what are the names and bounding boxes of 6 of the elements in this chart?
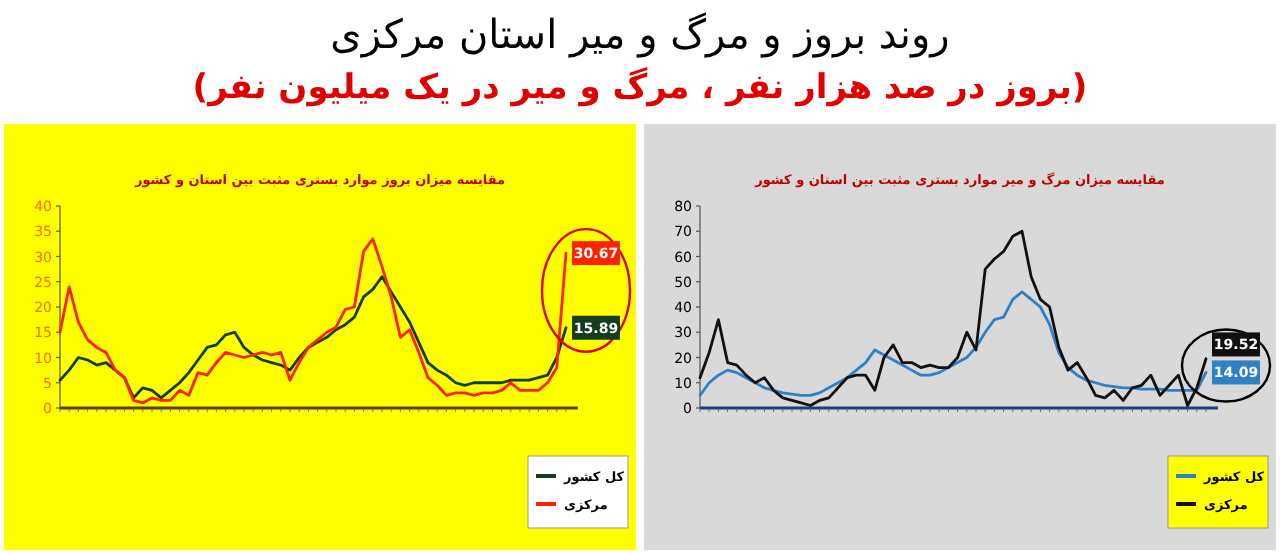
line-series — [58, 275, 568, 400]
line-series — [698, 229, 1208, 407]
text: روند بروز و مرگ و میر استان مرکزی — [330, 10, 950, 58]
line-series — [698, 290, 1208, 397]
text: (بروز در صد هزار نفر ، مرگ و میر در یک میلیون نفر) — [192, 66, 1088, 108]
line-series — [58, 237, 568, 405]
